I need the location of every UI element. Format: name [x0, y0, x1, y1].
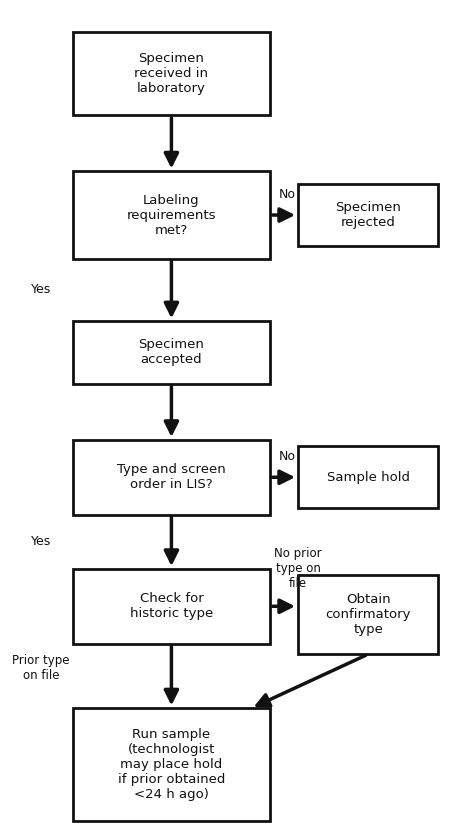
Text: No: No	[279, 450, 296, 463]
FancyBboxPatch shape	[73, 708, 270, 820]
FancyBboxPatch shape	[73, 32, 270, 115]
Text: No: No	[279, 188, 296, 201]
FancyBboxPatch shape	[298, 184, 438, 246]
FancyBboxPatch shape	[73, 569, 270, 644]
Text: Yes: Yes	[31, 535, 51, 548]
Text: Sample hold: Sample hold	[327, 471, 410, 484]
Text: No prior
type on
file: No prior type on file	[274, 547, 322, 590]
Text: Run sample
(technologist
may place hold
if prior obtained
<24 h ago): Run sample (technologist may place hold …	[118, 728, 225, 801]
Text: Check for
historic type: Check for historic type	[130, 592, 213, 620]
Text: Prior type
on file: Prior type on file	[12, 654, 70, 681]
FancyBboxPatch shape	[73, 440, 270, 515]
Text: Yes: Yes	[31, 283, 51, 297]
Text: Obtain
confirmatory
type: Obtain confirmatory type	[326, 593, 411, 636]
FancyBboxPatch shape	[73, 321, 270, 384]
Text: Type and screen
order in LIS?: Type and screen order in LIS?	[117, 463, 226, 491]
Text: Specimen
received in
laboratory: Specimen received in laboratory	[135, 52, 209, 95]
Text: Specimen
rejected: Specimen rejected	[335, 201, 401, 229]
FancyBboxPatch shape	[73, 171, 270, 259]
Text: Labeling
requirements
met?: Labeling requirements met?	[127, 194, 216, 236]
Text: Specimen
accepted: Specimen accepted	[138, 339, 204, 366]
FancyBboxPatch shape	[298, 575, 438, 654]
FancyBboxPatch shape	[298, 446, 438, 509]
